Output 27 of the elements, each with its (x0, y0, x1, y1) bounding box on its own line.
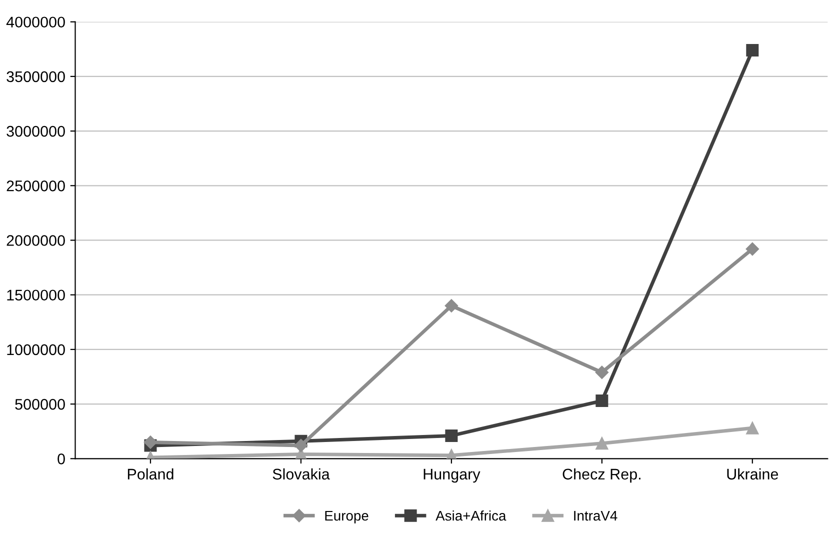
legend-label: Asia+Africa (436, 510, 506, 521)
point (746, 422, 759, 434)
y-tick-label: 0 (58, 454, 65, 464)
y-tick-label: 3000000 (6, 126, 65, 137)
point (746, 44, 759, 56)
y-tick-label: 1500000 (7, 290, 65, 301)
point (445, 429, 458, 442)
point (596, 394, 608, 408)
y-tick-label: 1000000 (7, 344, 65, 356)
y-tick-label: 2500000 (6, 180, 65, 192)
y-tick-label: 4000000 (6, 16, 65, 28)
legend-label: IntraV4 (574, 510, 618, 521)
x-tick-label: Slovakia (272, 468, 330, 480)
x-tick-label: Poland (128, 468, 174, 480)
point (596, 437, 608, 450)
x-tick-label: Ukraine (727, 468, 778, 480)
y-tick-label: 2000000 (6, 235, 65, 246)
y-tick-label: 500000 (15, 398, 65, 410)
point (746, 242, 759, 256)
y-tick-label: 3500000 (6, 71, 65, 82)
point (294, 438, 308, 452)
legend-label: Europe (325, 510, 368, 524)
point (144, 436, 158, 449)
x-tick-label: Checz Rep. (562, 468, 640, 483)
point (595, 366, 609, 379)
x-tick-label: Hungary (424, 468, 480, 483)
point (444, 299, 458, 312)
